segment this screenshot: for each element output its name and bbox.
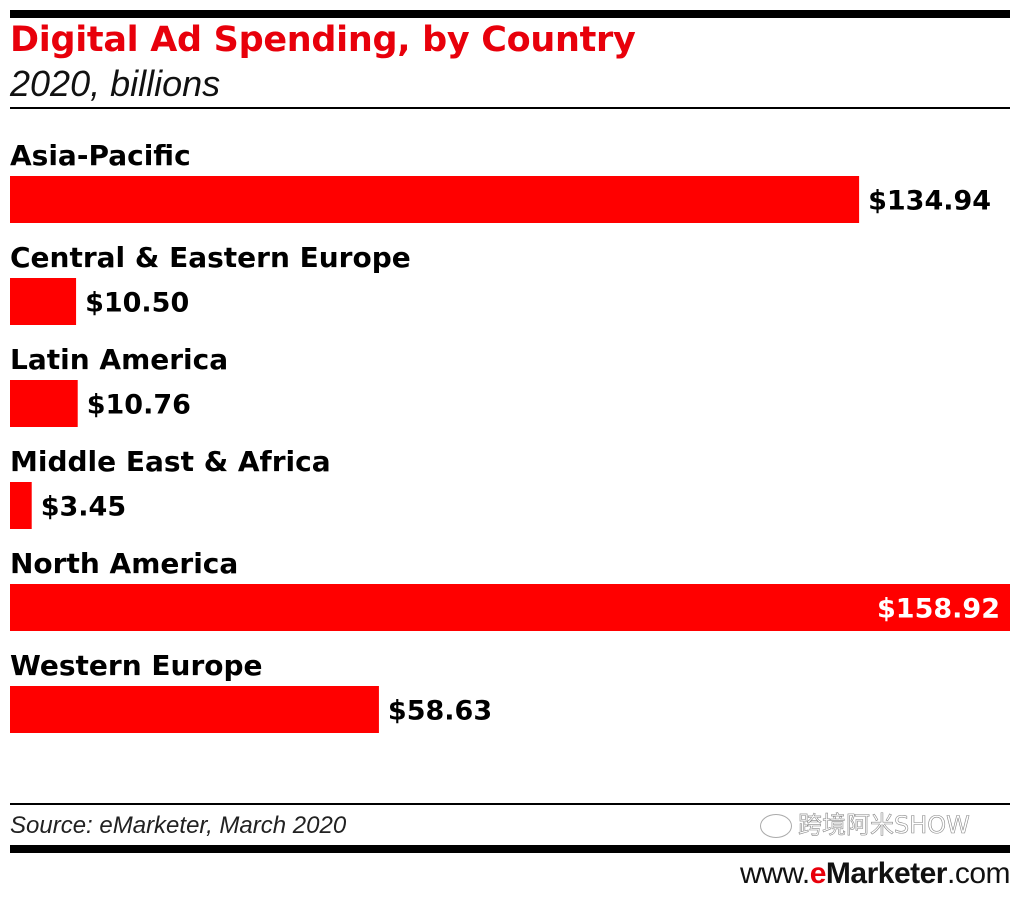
footer-prefix: www. — [740, 857, 810, 890]
value-label: $10.50 — [85, 288, 189, 319]
bar — [10, 380, 78, 427]
value-label: $158.92 — [877, 594, 1000, 625]
source-note: Source: eMarketer, March 2020 — [10, 812, 347, 839]
category-label: Latin America — [10, 343, 228, 376]
bar — [10, 686, 379, 733]
watermark-text: 跨境阿米SHOW — [798, 811, 971, 840]
footer-url[interactable]: www.eMarketer.com — [740, 857, 1010, 891]
bar — [10, 584, 1010, 631]
top-rule — [10, 10, 1010, 18]
wechat-icon — [760, 814, 792, 838]
chart-subtitle: 2020, billions — [10, 63, 221, 104]
bar — [10, 176, 860, 223]
value-label: $3.45 — [41, 492, 126, 523]
footer-e: e — [809, 857, 827, 890]
watermark: 跨境阿米SHOW — [760, 811, 970, 839]
bar — [10, 278, 77, 325]
footer-suffix: .com — [946, 857, 1011, 890]
source-rule — [10, 803, 1010, 805]
value-label: $58.63 — [388, 696, 492, 727]
footer-brand: Marketer — [825, 857, 948, 890]
bar — [10, 482, 32, 529]
chart-title: Digital Ad Spending, by Country — [10, 20, 636, 60]
value-label: $10.76 — [87, 390, 191, 421]
bottom-rule — [10, 845, 1010, 853]
category-label: Western Europe — [10, 649, 263, 682]
category-label: Central & Eastern Europe — [10, 241, 411, 274]
value-label: $134.94 — [868, 186, 991, 217]
header-rule — [10, 107, 1010, 109]
category-label: North America — [10, 547, 238, 580]
category-label: Asia-Pacific — [10, 139, 191, 172]
category-label: Middle East & Africa — [10, 445, 331, 478]
